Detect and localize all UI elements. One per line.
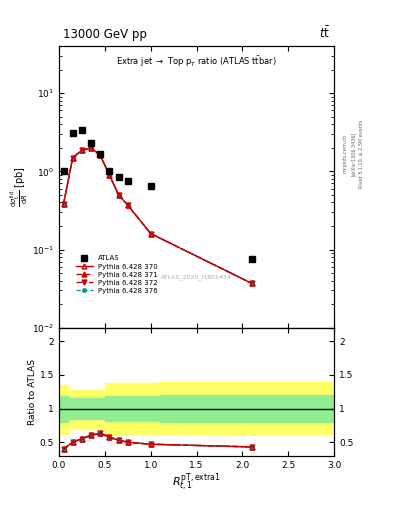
Pythia 6.428 372 <box>107 172 112 178</box>
Pythia 6.428 370 <box>116 192 121 198</box>
ATLAS <box>61 168 66 175</box>
Y-axis label: Ratio to ATLAS: Ratio to ATLAS <box>28 359 37 424</box>
Pythia 6.428 376 <box>98 152 103 158</box>
Line: ATLAS: ATLAS <box>61 126 255 262</box>
Line: Pythia 6.428 376: Pythia 6.428 376 <box>62 146 253 285</box>
Y-axis label: $\frac{\mathrm{d}\sigma^\mathrm{fid}_\mathrm{t}}{\mathrm{d}R}$ [pb]: $\frac{\mathrm{d}\sigma^\mathrm{fid}_\ma… <box>9 166 30 207</box>
Pythia 6.428 372 <box>89 145 94 151</box>
Pythia 6.428 371 <box>249 280 254 286</box>
Pythia 6.428 372 <box>79 147 84 154</box>
Text: t$\bar{\rm t}$: t$\bar{\rm t}$ <box>319 26 330 41</box>
Pythia 6.428 372 <box>70 155 75 161</box>
Text: Extra jet $\rightarrow$ Top p$_T$ ratio (ATLAS t$\bar{\rm t}$bar): Extra jet $\rightarrow$ Top p$_T$ ratio … <box>116 55 277 69</box>
ATLAS <box>116 174 121 180</box>
ATLAS <box>89 140 94 146</box>
Pythia 6.428 371 <box>116 192 121 198</box>
Pythia 6.428 372 <box>125 202 130 208</box>
ATLAS <box>79 126 84 133</box>
Pythia 6.428 371 <box>125 202 130 208</box>
Pythia 6.428 371 <box>70 155 75 161</box>
Pythia 6.428 371 <box>89 145 94 151</box>
Line: Pythia 6.428 372: Pythia 6.428 372 <box>61 145 254 286</box>
X-axis label: $R_{t,1}^{\mathrm{pT,extra1}}$: $R_{t,1}^{\mathrm{pT,extra1}}$ <box>172 472 221 495</box>
Pythia 6.428 376 <box>116 192 121 198</box>
Pythia 6.428 370 <box>61 201 66 207</box>
Text: mcplots.cern.ch: mcplots.cern.ch <box>343 134 348 173</box>
Text: 13000 GeV pp: 13000 GeV pp <box>63 28 147 41</box>
Pythia 6.428 372 <box>249 280 254 286</box>
ATLAS <box>148 183 153 189</box>
Line: Pythia 6.428 370: Pythia 6.428 370 <box>61 145 254 286</box>
Line: Pythia 6.428 371: Pythia 6.428 371 <box>61 145 254 286</box>
Pythia 6.428 370 <box>107 172 112 178</box>
Pythia 6.428 370 <box>148 230 153 237</box>
Pythia 6.428 370 <box>249 280 254 286</box>
Pythia 6.428 372 <box>148 230 153 237</box>
Pythia 6.428 370 <box>70 155 75 161</box>
Pythia 6.428 371 <box>148 230 153 237</box>
Pythia 6.428 376 <box>89 145 94 151</box>
Pythia 6.428 370 <box>89 145 94 151</box>
Legend: ATLAS, Pythia 6.428 370, Pythia 6.428 371, Pythia 6.428 372, Pythia 6.428 376: ATLAS, Pythia 6.428 370, Pythia 6.428 37… <box>73 253 160 296</box>
Text: Rivet 3.1.10, ≥ 2.5M events: Rivet 3.1.10, ≥ 2.5M events <box>359 119 364 188</box>
Pythia 6.428 376 <box>61 201 66 207</box>
Text: [arXiv:1306.3436]: [arXiv:1306.3436] <box>351 132 356 176</box>
Pythia 6.428 370 <box>98 152 103 158</box>
ATLAS <box>107 168 112 175</box>
Pythia 6.428 371 <box>61 201 66 207</box>
Pythia 6.428 376 <box>249 280 254 286</box>
Pythia 6.428 372 <box>116 192 121 198</box>
ATLAS <box>70 130 75 136</box>
Pythia 6.428 371 <box>98 152 103 158</box>
Text: ATLAS_2020_I1801434: ATLAS_2020_I1801434 <box>161 274 232 280</box>
Pythia 6.428 376 <box>107 172 112 178</box>
Pythia 6.428 376 <box>79 147 84 154</box>
Pythia 6.428 372 <box>61 201 66 207</box>
Pythia 6.428 371 <box>107 172 112 178</box>
Pythia 6.428 376 <box>70 155 75 161</box>
ATLAS <box>125 178 130 184</box>
Pythia 6.428 371 <box>79 147 84 154</box>
Pythia 6.428 370 <box>79 147 84 154</box>
Pythia 6.428 370 <box>125 202 130 208</box>
Pythia 6.428 376 <box>148 230 153 237</box>
Pythia 6.428 372 <box>98 152 103 158</box>
Pythia 6.428 376 <box>125 202 130 208</box>
ATLAS <box>249 256 254 262</box>
ATLAS <box>98 151 103 157</box>
